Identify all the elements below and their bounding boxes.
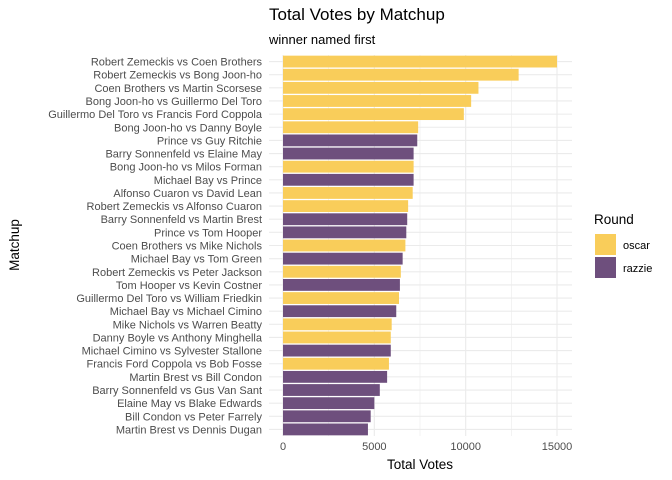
- bar: [283, 213, 408, 226]
- y-tick-label: Michael Bay vs Prince: [154, 175, 262, 187]
- y-tick-label: Bong Joon-ho vs Guillermo Del Toro: [86, 96, 263, 108]
- bar: [283, 147, 414, 160]
- chart-title: Total Votes by Matchup: [269, 5, 445, 24]
- y-tick-label: Martin Brest vs Bill Condon: [129, 372, 262, 384]
- y-tick-label: Tom Hooper vs Kevin Costner: [116, 280, 262, 292]
- bar: [283, 397, 375, 410]
- legend-swatch: [595, 234, 616, 255]
- bar: [283, 318, 392, 331]
- x-tick-label: 10000: [450, 441, 481, 453]
- y-tick-label: Bong Joon-ho vs Danny Boyle: [114, 122, 262, 134]
- y-tick-label: Michael Cimino vs Sylvester Stallone: [82, 346, 262, 358]
- x-axis-title: Total Votes: [387, 457, 453, 472]
- y-tick-label: Coen Brothers vs Martin Scorsese: [94, 83, 262, 95]
- bar: [283, 331, 391, 344]
- y-tick-label: Robert Zemeckis vs Peter Jackson: [92, 267, 262, 279]
- bar: [283, 357, 389, 370]
- y-tick-label: Barry Sonnenfeld vs Martin Brest: [101, 214, 262, 226]
- x-tick-labels: 0 5000 10000 15000: [280, 441, 572, 453]
- x-tick-label: 5000: [362, 441, 386, 453]
- bar: [283, 160, 414, 173]
- bar: [283, 410, 371, 423]
- bar: [283, 344, 391, 357]
- y-tick-label: Danny Boyle vs Anthony Minghella: [93, 332, 263, 344]
- bar: [283, 423, 368, 436]
- y-tick-label: Elaine May vs Blake Edwards: [117, 398, 262, 410]
- x-tick-label: 15000: [542, 441, 573, 453]
- bar: [283, 265, 401, 278]
- chart-subtitle: winner named first: [268, 32, 376, 47]
- y-tick-label: Robert Zemeckis vs Bong Joon-ho: [93, 70, 262, 82]
- y-tick-label: Barry Sonnenfeld vs Gus Van Sant: [92, 385, 262, 397]
- bar: [283, 134, 418, 147]
- bar: [283, 292, 399, 304]
- bar: [283, 95, 472, 107]
- bar: [283, 279, 400, 291]
- y-tick-label: Prince vs Tom Hooper: [154, 227, 262, 239]
- y-tick-label: Alfonso Cuaron vs David Lean: [113, 188, 262, 200]
- bar: [283, 226, 407, 239]
- bar: [283, 68, 519, 81]
- y-tick-label: Coen Brothers vs Mike Nichols: [112, 241, 263, 253]
- y-tick-label: Prince vs Guy Ritchie: [157, 135, 262, 147]
- y-tick-label: Barry Sonnenfeld vs Elaine May: [105, 149, 262, 161]
- legend-label: oscar: [623, 240, 650, 252]
- bar: [283, 252, 403, 265]
- legend-label: razzie: [623, 263, 652, 275]
- y-tick-label: Martin Brest vs Dennis Dugan: [116, 424, 262, 436]
- bar: [283, 187, 413, 199]
- bar: [283, 200, 409, 212]
- legend: oscar razzie: [595, 234, 652, 278]
- bar: [283, 81, 479, 94]
- bar: [283, 239, 406, 252]
- bar: [283, 173, 414, 186]
- y-tick-label: Robert Zemeckis vs Coen Brothers: [91, 57, 263, 69]
- x-tick-label: 0: [280, 441, 286, 453]
- y-tick-label: Bill Condon vs Peter Farrely: [125, 411, 262, 423]
- y-tick-label: Michael Bay vs Tom Green: [131, 254, 262, 266]
- bars-group: [283, 55, 557, 436]
- y-tick-label: Guillermo Del Toro vs William Friedkin: [76, 293, 262, 305]
- y-tick-label: Robert Zemeckis vs Alfonso Cuaron: [87, 201, 262, 213]
- legend-title: Round: [594, 212, 634, 227]
- bar: [283, 108, 464, 121]
- legend-swatch: [595, 257, 616, 278]
- bar: [283, 305, 397, 318]
- bar: [283, 384, 380, 396]
- y-tick-label: Michael Bay vs Michael Cimino: [110, 306, 262, 318]
- bar: [283, 55, 557, 68]
- bar: [283, 370, 388, 383]
- y-tick-label: Francis Ford Coppola vs Bob Fosse: [87, 359, 262, 371]
- y-tick-label: Bong Joon-ho vs Milos Forman: [110, 162, 262, 174]
- y-tick-label: Guillermo Del Toro vs Francis Ford Coppo…: [48, 109, 263, 121]
- y-axis-title: Matchup: [7, 219, 22, 271]
- y-tick-label: Mike Nichols vs Warren Beatty: [113, 319, 263, 331]
- bar: [283, 121, 419, 134]
